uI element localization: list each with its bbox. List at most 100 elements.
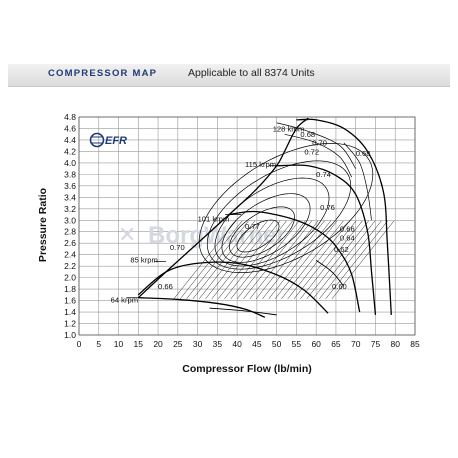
svg-text:✕: ✕: [118, 222, 136, 247]
x-tick-label: 85: [410, 339, 420, 349]
efficiency-label: 0.77: [245, 222, 260, 231]
x-tick-label: 30: [193, 339, 203, 349]
logo-text: EFR: [105, 135, 127, 147]
hatch-line: [300, 220, 363, 299]
speed-line: [296, 118, 392, 315]
x-tick-label: 70: [351, 339, 361, 349]
hatch-line: [217, 220, 281, 299]
efficiency-contour: [214, 177, 330, 267]
hatch-line: [243, 220, 306, 299]
y-tick-label: 1.6: [64, 296, 76, 306]
speed-line: [229, 210, 361, 313]
speed-line: [276, 164, 377, 315]
efficiency-contour: [229, 206, 295, 258]
efficiency-label: 0.72: [304, 147, 319, 156]
y-axis-title: Pressure Ratio: [37, 188, 49, 262]
speed-line: [137, 261, 329, 314]
hatch-line: [230, 220, 293, 299]
efficiency-contour: [343, 142, 372, 221]
hatch-line: [319, 220, 382, 299]
x-tick-label: 80: [391, 339, 401, 349]
x-tick-label: 25: [173, 339, 183, 349]
hatch-line: [262, 220, 325, 299]
tick-labels: 0 5 10 15 20 25 30 35 40 45 50 55 60 65 70 75 80 85 1.01.2…: [64, 112, 420, 349]
hatch-line: [198, 220, 262, 299]
speed-label: 115 krpm: [245, 160, 276, 169]
x-tick-label: 55: [292, 339, 302, 349]
efficiency-contour: [206, 160, 352, 270]
y-tick-label: 1.4: [64, 307, 76, 317]
x-tick-label: 15: [134, 339, 144, 349]
y-tick-label: 4.0: [64, 158, 76, 168]
x-tick-label: 75: [371, 339, 381, 349]
logo-stripes-icon: [91, 136, 103, 144]
y-tick-label: 3.2: [64, 204, 76, 214]
efficiency-label: 0.60: [332, 282, 347, 291]
hatch-line: [331, 220, 395, 299]
x-tick-label: 5: [96, 339, 101, 349]
efficiency-label: 0.68: [356, 149, 371, 158]
y-tick-label: 3.6: [64, 181, 76, 191]
chart-lines: [137, 117, 392, 318]
y-tick-label: 1.2: [64, 319, 76, 329]
speed-label: 64 krpm: [111, 295, 138, 304]
hatch-line: [306, 220, 369, 299]
x-tick-label: 45: [252, 339, 262, 349]
efficiency-hatching: [173, 220, 395, 299]
x-axis-title: Compressor Flow (lb/min): [182, 363, 312, 375]
header-band: COMPRESSOR MAP Applicable to all 8374 Un…: [8, 64, 450, 87]
logo-ring-icon: [89, 132, 105, 148]
y-tick-label: 1.8: [64, 284, 76, 294]
hatch-line: [274, 220, 338, 299]
hatch-line: [268, 220, 331, 299]
hatch-line: [180, 220, 243, 299]
efficiency-label: 0.62: [334, 245, 349, 254]
hatch-line: [281, 220, 344, 299]
speed-label: 85 krpm: [130, 255, 157, 264]
efficiency-contour: [276, 122, 356, 169]
y-tick-label: 2.4: [64, 250, 76, 260]
x-tick-label: 40: [232, 339, 242, 349]
x-tick-label: 65: [331, 339, 341, 349]
efficiency-label: 0.64: [340, 233, 355, 242]
efficiency-contour: [284, 133, 353, 178]
hatch-line: [192, 220, 256, 299]
efficiency-label: 0.70: [170, 243, 185, 252]
hatch-line: [249, 220, 312, 299]
y-tick-label: 2.2: [64, 261, 76, 271]
y-tick-label: 1.0: [64, 330, 76, 340]
x-tick-label: 20: [153, 339, 163, 349]
x-tick-label: 50: [272, 339, 282, 349]
efficiency-contour: [221, 193, 311, 263]
annotations: 64 krpm 85 krpm 101 krpm 115 krpm 128 krpm 0.…: [111, 119, 371, 304]
surge-line: [137, 117, 309, 299]
efr-logo: EFR: [89, 132, 127, 148]
hatch-line: [173, 220, 237, 299]
efficiency-label: 0.74: [316, 170, 331, 179]
hatch-line: [205, 220, 268, 299]
hatch-line: [236, 220, 300, 299]
y-tick-label: 3.4: [64, 192, 76, 202]
efficiency-label: 0.70: [312, 139, 327, 148]
y-tick-label: 4.6: [64, 123, 76, 133]
chart-header-subtitle: Applicable to all 8374 Units: [188, 67, 315, 79]
x-tick-label: 35: [213, 339, 223, 349]
hatch-line: [325, 220, 388, 299]
efficiency-label: 0.76: [320, 203, 335, 212]
y-tick-label: 2.8: [64, 227, 76, 237]
hatch-line: [224, 220, 287, 299]
grid: [78, 116, 416, 336]
y-tick-label: 4.8: [64, 112, 76, 122]
speed-label: 101 krpm: [198, 215, 230, 224]
hatch-line: [255, 220, 319, 299]
x-tick-label: 60: [311, 339, 321, 349]
x-tick-label: 0: [77, 339, 82, 349]
efficiency-label: 0.66: [340, 225, 355, 234]
speed-line-segment: [209, 307, 277, 316]
hatch-line: [186, 220, 249, 299]
y-tick-label: 4.4: [64, 135, 76, 145]
y-tick-label: 3.0: [64, 215, 76, 225]
efficiency-label: 0.66: [158, 282, 173, 291]
speed-label: 128 krpm: [273, 124, 305, 133]
